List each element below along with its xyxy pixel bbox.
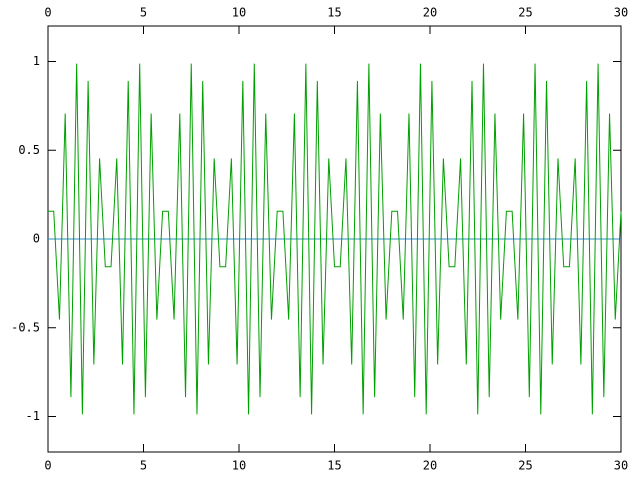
y-tick-label: -0.5 bbox=[11, 320, 40, 334]
x-tick-label: 25 bbox=[518, 459, 532, 473]
data-line bbox=[48, 63, 622, 415]
x-tick-label-top: 10 bbox=[232, 6, 246, 20]
x-tick-label-top: 5 bbox=[140, 6, 147, 20]
x-tick-label-top: 15 bbox=[327, 6, 341, 20]
x-tick-label: 5 bbox=[140, 459, 147, 473]
x-tick-label-top: 20 bbox=[423, 6, 437, 20]
x-tick-label-top: 0 bbox=[44, 6, 51, 20]
x-tick-label: 15 bbox=[327, 459, 341, 473]
x-tick-label: 0 bbox=[44, 459, 51, 473]
x-tick-label: 30 bbox=[614, 459, 628, 473]
y-tick-label: 0 bbox=[33, 232, 40, 246]
y-tick-label: -1 bbox=[26, 409, 40, 423]
x-tick-label-top: 25 bbox=[518, 6, 532, 20]
y-tick-label: 1 bbox=[33, 54, 40, 68]
y-tick-label: 0.5 bbox=[18, 143, 40, 157]
x-tick-label: 10 bbox=[232, 459, 246, 473]
x-tick-label: 20 bbox=[423, 459, 437, 473]
x-tick-label-top: 30 bbox=[614, 6, 628, 20]
